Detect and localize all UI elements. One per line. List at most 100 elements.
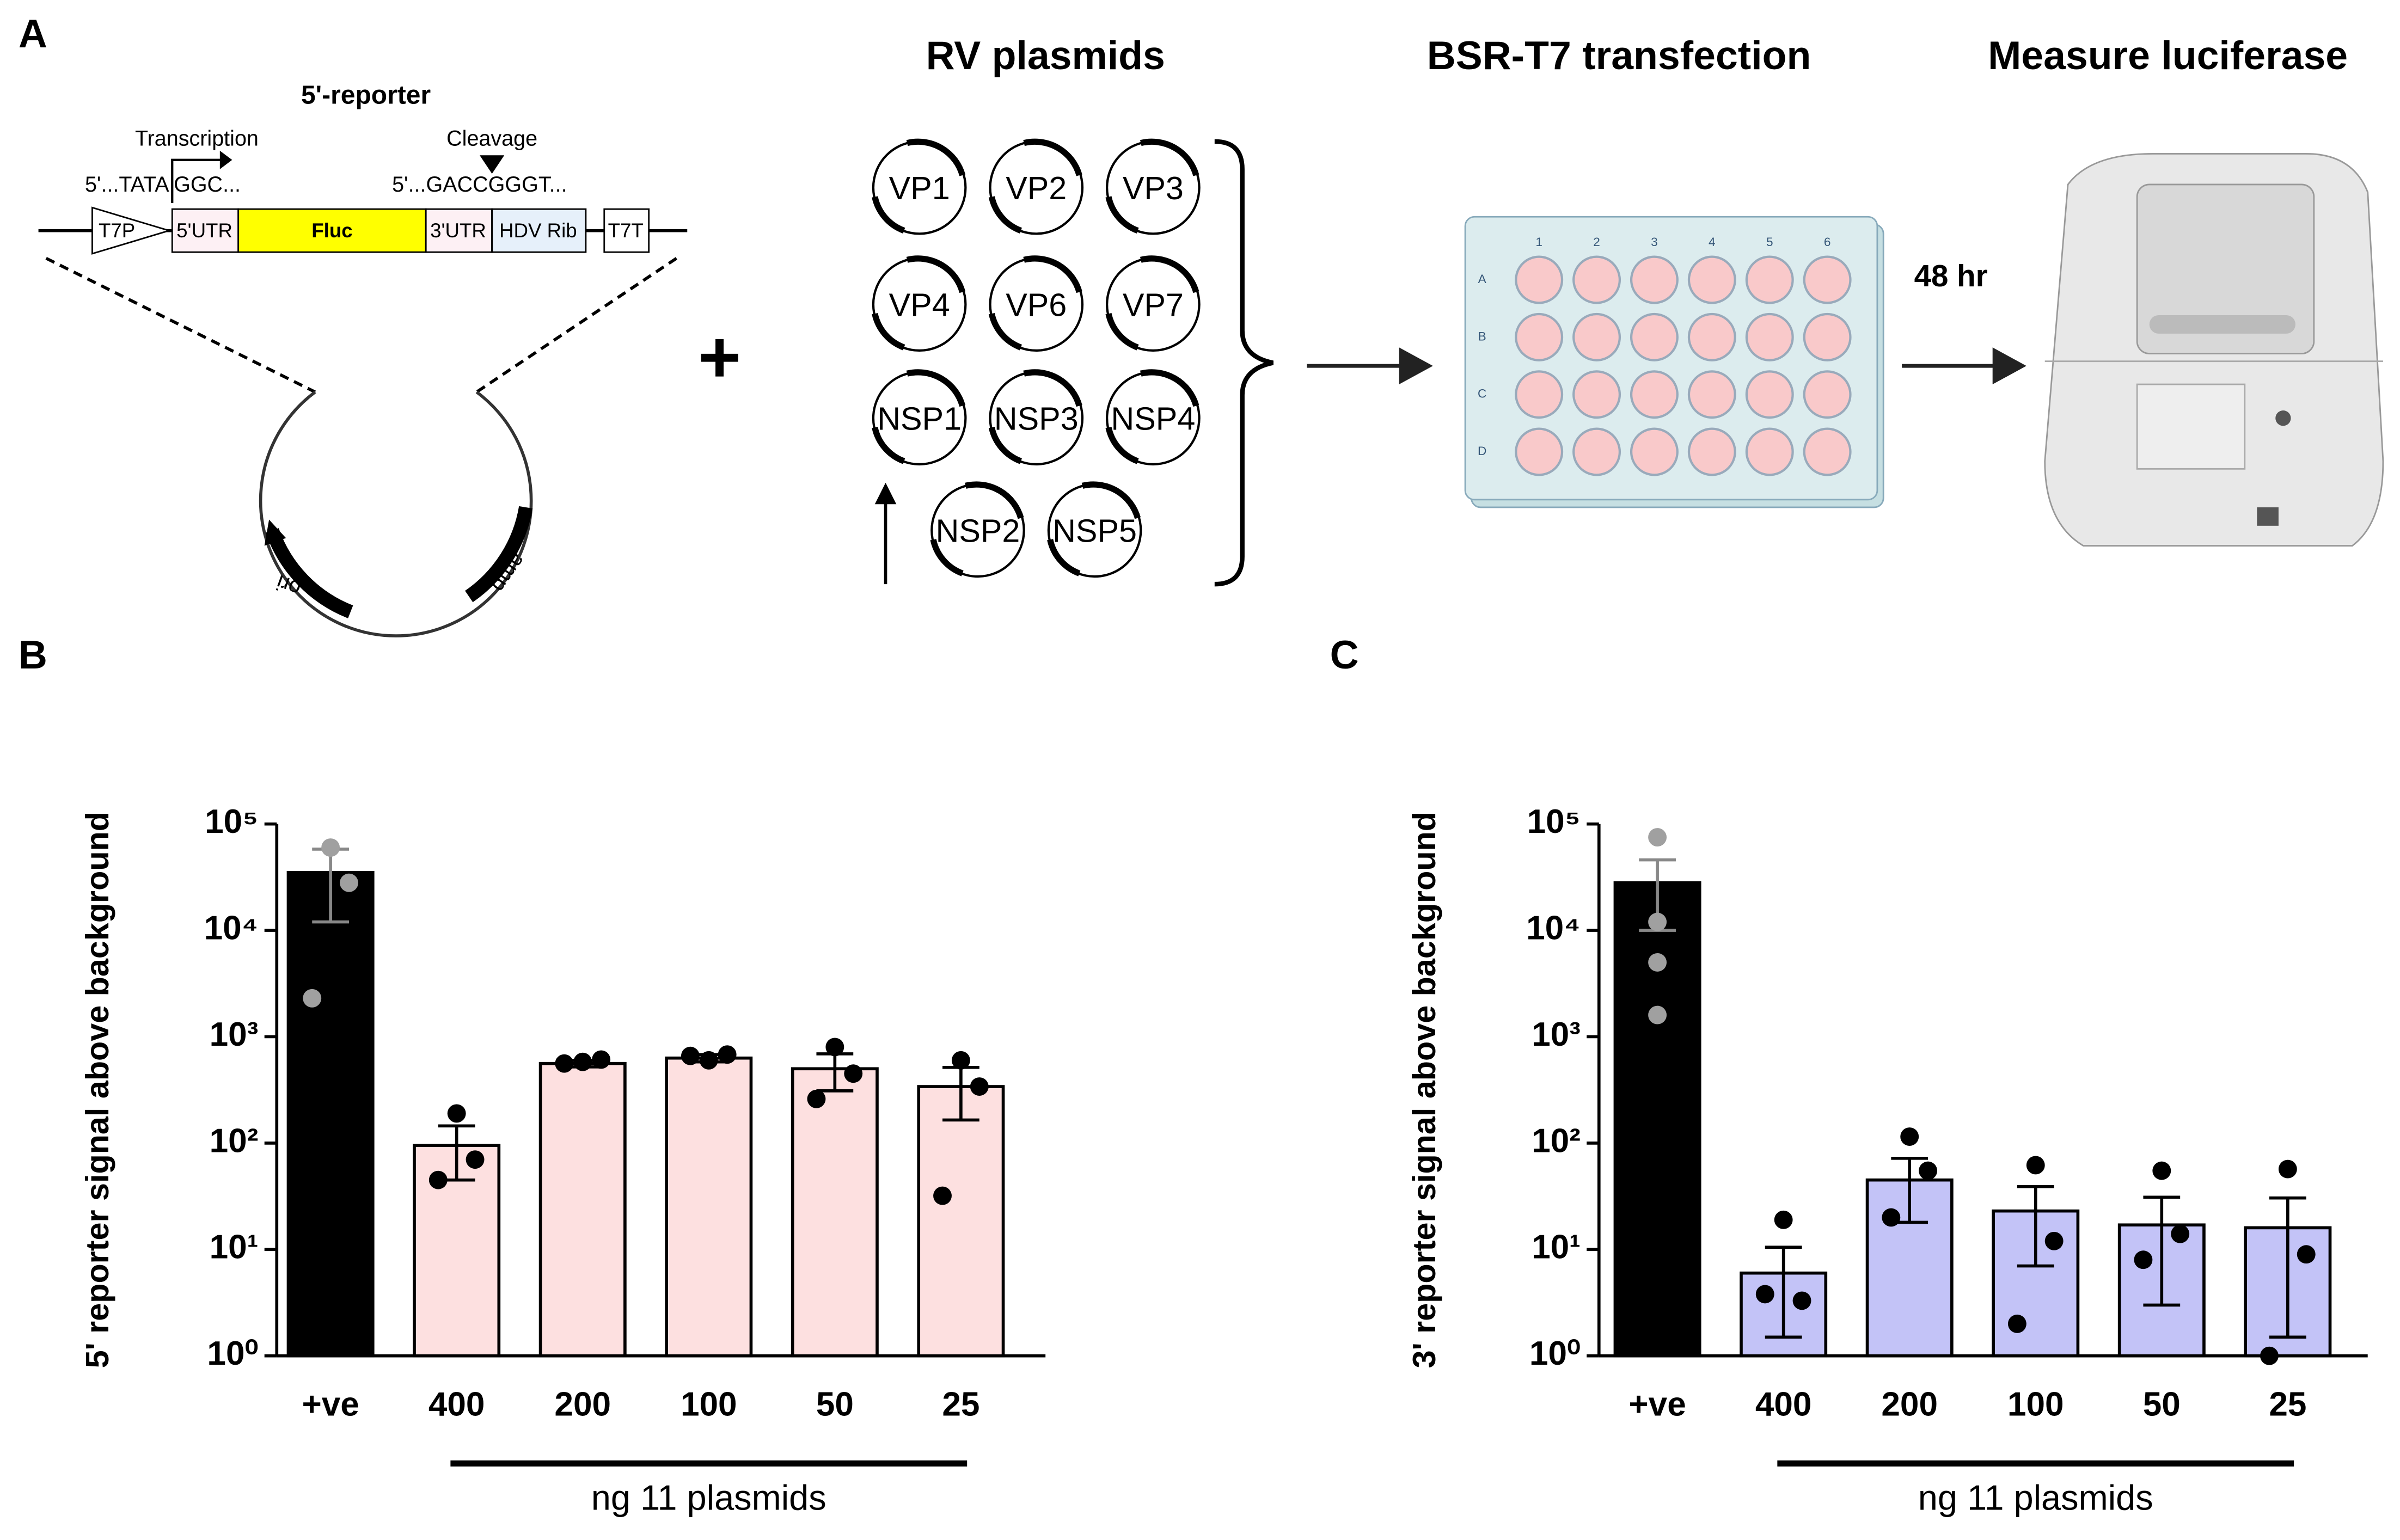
y-axis-label: 3' reporter signal above background (1406, 812, 1442, 1368)
arrow-head (1399, 347, 1433, 385)
well (1745, 312, 1794, 361)
well (1745, 370, 1794, 419)
part-label: T7T (608, 219, 644, 242)
data-point (2297, 1245, 2316, 1264)
plasmid-gene (1140, 255, 1199, 293)
data-point (2134, 1250, 2153, 1269)
plasmid-label: NSP3 (994, 400, 1079, 437)
well (1630, 312, 1679, 361)
well (1572, 312, 1621, 361)
plasmid-gene (1105, 312, 1139, 351)
plasmid-gene (872, 426, 905, 464)
plasmid-gene (1140, 138, 1199, 176)
part-box (425, 208, 493, 253)
x-tick-label: 400 (1755, 1385, 1812, 1423)
y-tick-label: 10⁰ (207, 1335, 258, 1372)
part-box (491, 208, 587, 253)
plus: + (698, 315, 741, 398)
well (1803, 427, 1852, 476)
bar (791, 1067, 879, 1358)
arrow-head (874, 482, 897, 505)
step-title: Measure luciferase (1988, 33, 2348, 78)
well (1687, 370, 1736, 419)
data-point (1648, 953, 1667, 972)
plate-wells: 1 2 3 4 5 6 A B C D (1478, 235, 1852, 476)
part-label: 5'UTR (176, 219, 232, 242)
y-tick-label: 10² (210, 1122, 259, 1159)
plasmid-gene (872, 196, 905, 234)
part-box (171, 208, 240, 253)
well (1803, 255, 1852, 304)
data-point (1774, 1210, 1793, 1229)
x-tick-label: 100 (681, 1385, 737, 1423)
bar (286, 870, 375, 1358)
plasmid-gene (872, 312, 905, 351)
bar (413, 1144, 501, 1358)
well (1745, 255, 1794, 304)
step-title: BSR-T7 transfection (1427, 33, 1811, 78)
data-point (447, 1104, 466, 1123)
brace (1214, 139, 1274, 587)
arrow-head (264, 519, 286, 546)
part-label: 3'UTR (430, 219, 486, 242)
plasmid-group: VP1 VP2 VP3 VP4 VP6 VP7 NSP1 NSP3 NSP4 NSP2 NSP5 (872, 138, 1201, 578)
label: Transcription (135, 126, 259, 150)
data-point (321, 838, 340, 857)
data-point (1882, 1208, 1901, 1227)
plate-col-label: 2 (1593, 235, 1600, 249)
ori-gene (265, 528, 353, 618)
data-point (428, 1170, 448, 1189)
data-point (592, 1050, 611, 1069)
plasmid-label: VP1 (889, 170, 950, 206)
data-point (340, 873, 358, 892)
panel-label: A (19, 11, 47, 56)
plasmid-label: VP6 (1006, 287, 1067, 323)
plasmid-gene (1105, 196, 1139, 234)
data-point (466, 1150, 485, 1169)
plate-col-label: 1 (1535, 235, 1542, 249)
y-tick-label: 10⁴ (1526, 909, 1581, 947)
data-point (303, 989, 322, 1008)
x-tick-label: 25 (2269, 1385, 2306, 1423)
x-tick-label: 50 (816, 1385, 854, 1423)
y-tick-label: 10⁵ (205, 803, 258, 840)
data-point (2026, 1156, 2045, 1175)
y-tick-label: 10³ (1532, 1016, 1581, 1053)
data-point (825, 1038, 844, 1057)
well (1745, 427, 1794, 476)
plate-col-label: 6 (1824, 235, 1831, 249)
y-tick-label: 10³ (210, 1016, 259, 1053)
panel-label: C (1330, 633, 1359, 677)
zoom-line (475, 257, 678, 394)
data-point (681, 1046, 700, 1065)
zoom-line (45, 256, 316, 394)
bar (538, 1062, 627, 1358)
promoter (91, 206, 172, 255)
plasmid-label: VP4 (889, 287, 950, 323)
plasmid-gene (965, 481, 1024, 519)
y-tick-label: 10⁰ (1529, 1335, 1581, 1372)
well (1572, 427, 1621, 476)
plate-row-label: C (1478, 387, 1486, 401)
part-box (237, 208, 427, 253)
x-tick-label: 50 (2143, 1385, 2181, 1423)
plate-col-label: 5 (1766, 235, 1773, 249)
part-box (603, 208, 650, 253)
part-label: T7P (99, 219, 135, 242)
x-tick-label: 100 (2007, 1385, 2064, 1423)
device-port (2257, 507, 2279, 526)
data-point (1919, 1161, 1938, 1180)
data-point (555, 1054, 574, 1073)
luminometer (2044, 153, 2384, 547)
well (1687, 427, 1736, 476)
plasmid-gene (988, 426, 1023, 464)
data-point (1792, 1291, 1811, 1310)
well (1630, 370, 1679, 419)
well (1572, 370, 1621, 419)
data-point (2044, 1231, 2064, 1250)
arrow (171, 158, 223, 203)
plasmid-gene (906, 138, 966, 176)
group-label: ng 11 plasmids (591, 1477, 826, 1517)
bar (917, 1085, 1005, 1358)
